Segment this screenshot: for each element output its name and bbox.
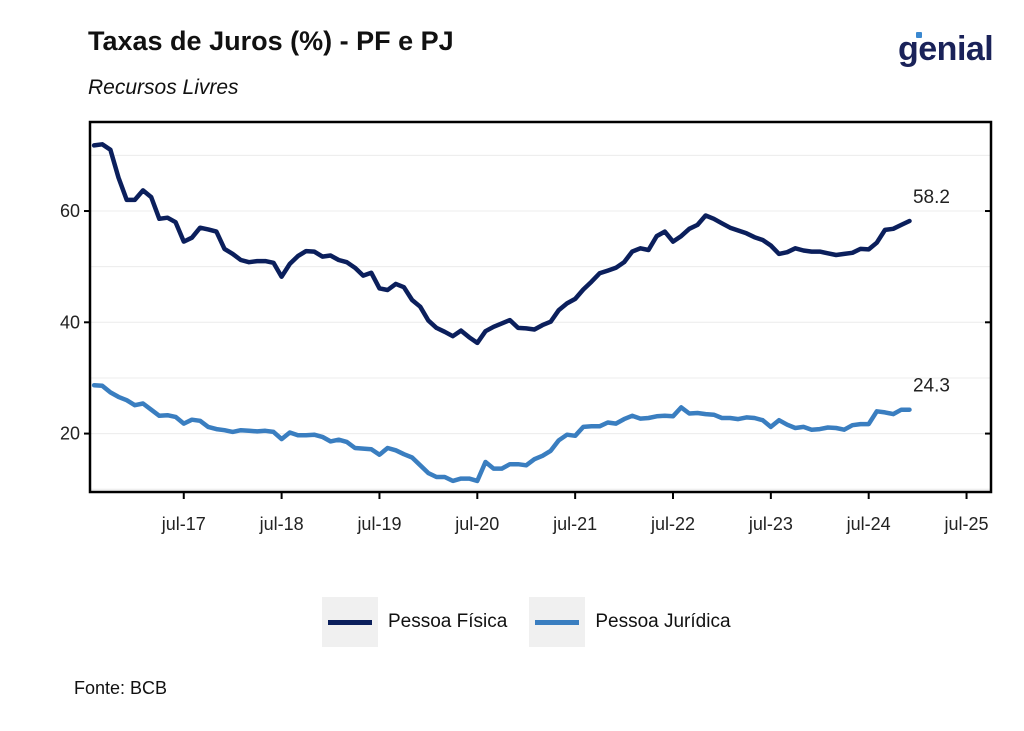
plot-border bbox=[88, 120, 993, 494]
chart-subtitle: Recursos Livres bbox=[88, 76, 239, 99]
legend-item-pf: Pessoa Física bbox=[322, 597, 507, 647]
legend-swatch-pj bbox=[535, 619, 580, 625]
x-tick-label: jul-25 bbox=[944, 514, 989, 534]
series-line-pj bbox=[91, 382, 912, 484]
x-tick-label: jul-17 bbox=[161, 514, 206, 534]
source-note: Fonte: BCB bbox=[74, 678, 168, 698]
logo-text: genial bbox=[898, 30, 994, 68]
x-tick-label: jul-21 bbox=[552, 514, 597, 534]
legend-swatch-pf bbox=[328, 619, 372, 625]
x-tick-label: jul-18 bbox=[259, 514, 304, 534]
end-value-label-pj: 24.3 bbox=[913, 376, 950, 397]
x-tick-label: jul-19 bbox=[356, 514, 401, 534]
legend-key-pf bbox=[322, 597, 378, 647]
legend-item-pj: Pessoa Jurídica bbox=[529, 597, 731, 647]
x-tick-label: jul-22 bbox=[650, 514, 695, 534]
logo-accent-icon bbox=[916, 32, 922, 38]
legend: Pessoa Física Pessoa Jurídica bbox=[322, 597, 753, 647]
legend-key-pj bbox=[529, 597, 586, 647]
x-tick-label: jul-24 bbox=[846, 514, 891, 534]
x-tick-label: jul-20 bbox=[454, 514, 499, 534]
end-labels: 58.2 24.3 bbox=[913, 187, 950, 397]
legend-label-pf: Pessoa Física bbox=[388, 611, 508, 632]
axes: 20 40 60 jul-17 jul-18 jul-19 jul-20 jul-21 jul-… bbox=[60, 201, 991, 534]
series-line-pf bbox=[91, 142, 912, 346]
end-value-label-pf: 58.2 bbox=[913, 187, 950, 208]
x-tick-label: jul-23 bbox=[748, 514, 793, 534]
y-tick-label: 20 bbox=[60, 424, 80, 444]
chart-title: Taxas de Juros (%) - PF e PJ bbox=[88, 26, 454, 56]
series-lines bbox=[91, 142, 912, 484]
y-tick-label: 60 bbox=[60, 201, 80, 221]
legend-label-pj: Pessoa Jurídica bbox=[595, 611, 731, 632]
grid-lines bbox=[90, 154, 991, 490]
genial-logo: genial bbox=[898, 30, 994, 69]
y-tick-label: 40 bbox=[60, 312, 80, 332]
